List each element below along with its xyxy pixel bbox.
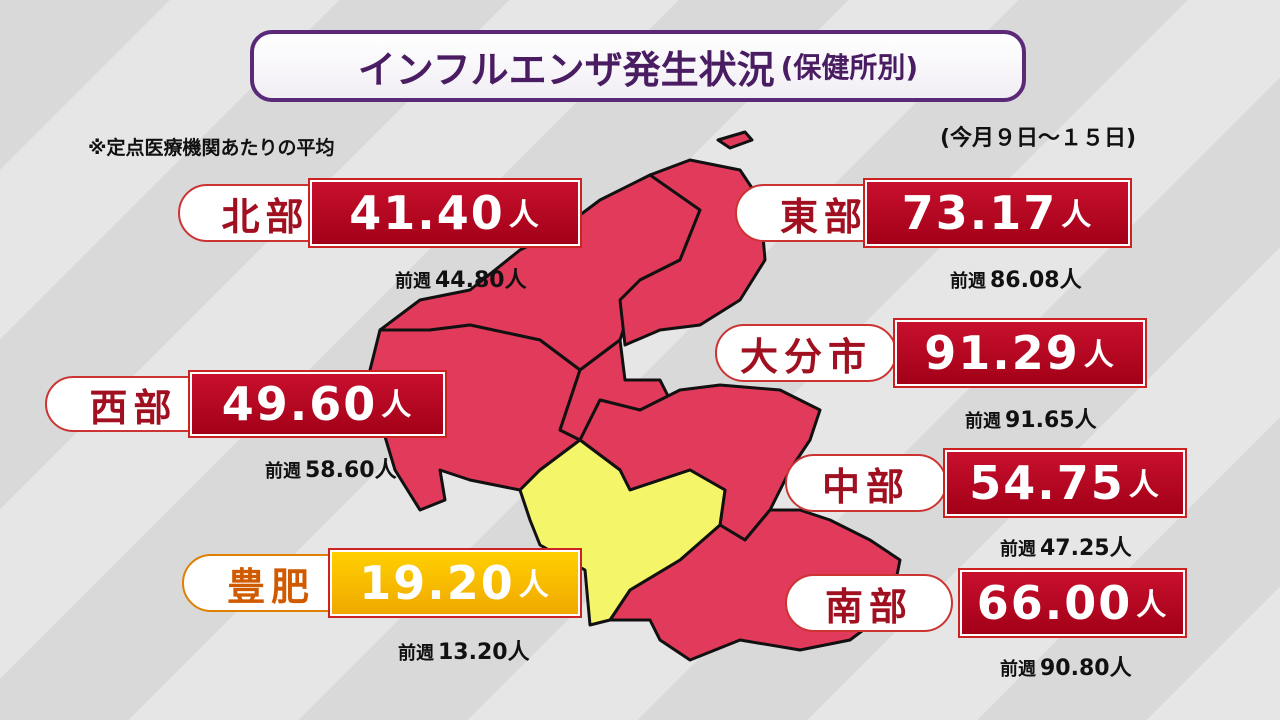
previous-week: 前週 13.20人 xyxy=(398,634,530,666)
unit: 人 xyxy=(1083,338,1116,373)
previous-label: 前週 xyxy=(965,411,1001,432)
previous-label: 前週 xyxy=(398,643,434,664)
island xyxy=(716,130,754,150)
previous-value: 86.08人 xyxy=(990,268,1082,293)
title: インフルエンザ発生状況 xyxy=(357,47,775,92)
unit: 人 xyxy=(1136,588,1169,623)
previous-label: 前週 xyxy=(1000,539,1036,560)
previous-label: 前週 xyxy=(395,271,431,292)
title-box: インフルエンザ発生状況 (保健所別) xyxy=(250,30,1026,102)
value: 19.20 xyxy=(359,556,515,610)
previous-week: 前週 86.08人 xyxy=(950,262,1082,294)
value: 41.40 xyxy=(349,186,505,240)
unit: 人 xyxy=(508,198,541,233)
value-box: 41.40 人 xyxy=(310,180,580,246)
previous-label: 前週 xyxy=(265,461,301,482)
region-name: 南部 xyxy=(785,574,953,632)
value-box: 54.75 人 xyxy=(945,450,1185,516)
previous-value: 44.80人 xyxy=(435,268,527,293)
unit: 人 xyxy=(381,388,414,423)
previous-week: 前週 47.25人 xyxy=(1000,530,1132,562)
unit: 人 xyxy=(1061,198,1094,233)
region-name: 大分市 xyxy=(715,324,897,382)
value-box: 91.29 人 xyxy=(895,320,1145,386)
value-box: 73.17 人 xyxy=(865,180,1130,246)
value: 54.75 xyxy=(969,456,1125,510)
previous-week: 前週 44.80人 xyxy=(395,262,527,294)
value: 73.17 xyxy=(901,186,1058,240)
previous-label: 前週 xyxy=(950,271,986,292)
value-box: 49.60 人 xyxy=(190,372,445,436)
previous-value: 47.25人 xyxy=(1040,536,1132,561)
previous-value: 58.60人 xyxy=(305,458,397,483)
unit: 人 xyxy=(518,568,551,603)
region-name: 中部 xyxy=(785,454,947,512)
value: 49.60 xyxy=(221,377,378,431)
value: 66.00 xyxy=(976,576,1133,630)
value: 91.29 xyxy=(924,326,1080,380)
note: ※定点医療機関あたりの平均 xyxy=(88,137,335,159)
previous-label: 前週 xyxy=(1000,659,1036,680)
region-east xyxy=(618,158,767,347)
period: (今月９日～１５日) xyxy=(940,126,1137,151)
previous-week: 前週 90.80人 xyxy=(1000,650,1132,682)
value-box: 66.00 人 xyxy=(960,570,1185,636)
previous-value: 90.80人 xyxy=(1040,656,1132,681)
unit: 人 xyxy=(1128,468,1161,503)
previous-value: 13.20人 xyxy=(438,640,530,665)
previous-week: 前週 58.60人 xyxy=(265,452,397,484)
previous-value: 91.65人 xyxy=(1005,408,1097,433)
subtitle: (保健所別) xyxy=(780,51,919,84)
value-box: 19.20 人 xyxy=(330,550,580,616)
previous-week: 前週 91.65人 xyxy=(965,402,1097,434)
